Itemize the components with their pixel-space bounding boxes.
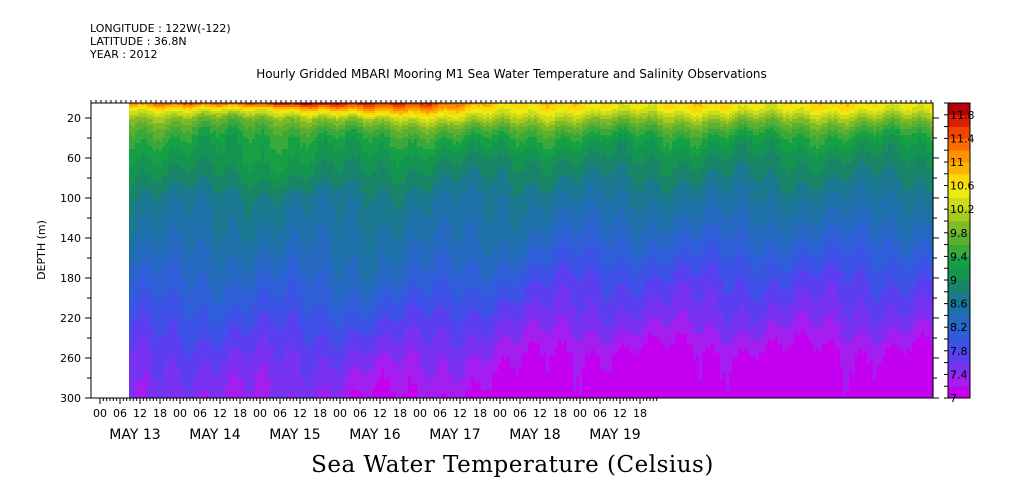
variable-caption: Sea Water Temperature (Celsius): [0, 452, 1009, 478]
colorbar-swatch: [948, 374, 970, 387]
metadata-block: LONGITUDE : 122W(-122) LATITUDE : 36.8N …: [90, 22, 231, 61]
y-tick-label: 60: [67, 152, 81, 165]
x-day-label: MAY 19: [589, 427, 640, 443]
x-hour-label: 12: [133, 407, 147, 420]
x-hour-label: 06: [513, 407, 527, 420]
x-day-label: MAY 14: [189, 427, 240, 443]
colorbar-swatch: [948, 232, 970, 245]
x-hour-label: 18: [553, 407, 567, 420]
colorbar-swatch: [948, 362, 970, 375]
x-hour-label: 12: [373, 407, 387, 420]
chart-title: Hourly Gridded MBARI Mooring M1 Sea Wate…: [0, 67, 1009, 81]
x-hour-label: 18: [633, 407, 647, 420]
colorbar-frame: [947, 102, 971, 399]
x-hour-label: 18: [233, 407, 247, 420]
x-day-label: MAY 15: [269, 427, 320, 443]
x-hour-label: 12: [533, 407, 547, 420]
colorbar-tick-label: 10.6: [950, 180, 975, 193]
x-hour-label: 18: [473, 407, 487, 420]
plot-frame: [90, 102, 934, 399]
y-tick-label: 140: [60, 232, 81, 245]
colorbar-swatch: [948, 350, 970, 363]
x-hour-label: 00: [413, 407, 427, 420]
colorbar-swatch: [948, 209, 970, 222]
y-tick-label: 300: [60, 392, 81, 405]
y-axis-label: DEPTH (m): [35, 220, 48, 280]
x-hour-label: 18: [153, 407, 167, 420]
x-hour-label: 06: [113, 407, 127, 420]
x-hour-label: 00: [253, 407, 267, 420]
colorbar-swatch: [948, 315, 970, 328]
y-tick-label: 20: [67, 112, 81, 125]
y-tick-label: 180: [60, 272, 81, 285]
colorbar-swatch: [948, 138, 970, 151]
year-text: YEAR : 2012: [90, 48, 158, 61]
chart-title-text: Hourly Gridded MBARI Mooring M1 Sea Wate…: [256, 67, 767, 81]
colorbar-tick-label: 11: [950, 156, 964, 169]
x-day-label: MAY 17: [429, 427, 480, 443]
colorbar-tick-label: 11.8: [950, 109, 975, 122]
colorbar-swatch: [948, 185, 970, 198]
x-hour-label: 18: [393, 407, 407, 420]
colorbar-swatch: [948, 150, 970, 163]
x-hour-label: 00: [333, 407, 347, 420]
colorbar-swatch: [948, 268, 970, 281]
colorbar-swatch: [948, 114, 970, 127]
x-hour-label: 00: [93, 407, 107, 420]
colorbar-swatch: [948, 197, 970, 210]
colorbar-swatch: [948, 221, 970, 234]
y-tick-label: 220: [60, 312, 81, 325]
colorbar-swatch: [948, 291, 970, 304]
x-hour-label: 12: [453, 407, 467, 420]
colorbar-tick-label: 10.2: [950, 203, 975, 216]
x-hour-label: 12: [613, 407, 627, 420]
colorbar-tick-label: 8.6: [950, 298, 968, 311]
x-day-label: MAY 16: [349, 427, 400, 443]
x-hour-label: 06: [273, 407, 287, 420]
colorbar-swatch: [948, 126, 970, 139]
colorbar-swatch: [948, 303, 970, 316]
x-day-label: MAY 13: [109, 427, 160, 443]
temperature-field: [129, 103, 934, 398]
x-hour-label: 18: [313, 407, 327, 420]
colorbar-tick-label: 8.2: [950, 321, 968, 334]
variable-caption-text: Sea Water Temperature (Celsius): [311, 452, 714, 478]
x-hour-label: 06: [353, 407, 367, 420]
x-hour-label: 12: [213, 407, 227, 420]
x-hour-label: 06: [433, 407, 447, 420]
colorbar-swatch: [948, 386, 970, 399]
colorbar-tick-label: 11.4: [950, 132, 975, 145]
colorbar-swatch: [948, 280, 970, 293]
colorbar-tick-label: 7: [950, 392, 957, 405]
colorbar-tick-label: 7.4: [950, 368, 968, 381]
colorbar-swatch: [948, 103, 970, 116]
colorbar-tick-label: 9.8: [950, 227, 968, 240]
x-day-label: MAY 18: [509, 427, 560, 443]
x-hour-label: 12: [293, 407, 307, 420]
colorbar-swatch: [948, 173, 970, 186]
y-tick-label: 100: [60, 192, 81, 205]
x-hour-label: 00: [173, 407, 187, 420]
colorbar-swatch: [948, 256, 970, 269]
colorbar-tick-label: 9.4: [950, 250, 968, 263]
colorbar-swatch: [948, 162, 970, 175]
colorbar-tick-label: 9: [950, 274, 957, 287]
x-hour-label: 00: [493, 407, 507, 420]
longitude-text: LONGITUDE : 122W(-122): [90, 22, 231, 35]
y-tick-label: 260: [60, 352, 81, 365]
colorbar-tick-label: 7.8: [950, 345, 968, 358]
colorbar-swatch: [948, 339, 970, 352]
x-hour-label: 06: [593, 407, 607, 420]
colorbar-swatch: [948, 327, 970, 340]
x-hour-label: 06: [193, 407, 207, 420]
colorbar-swatch: [948, 244, 970, 257]
x-hour-label: 00: [573, 407, 587, 420]
latitude-text: LATITUDE : 36.8N: [90, 35, 187, 48]
